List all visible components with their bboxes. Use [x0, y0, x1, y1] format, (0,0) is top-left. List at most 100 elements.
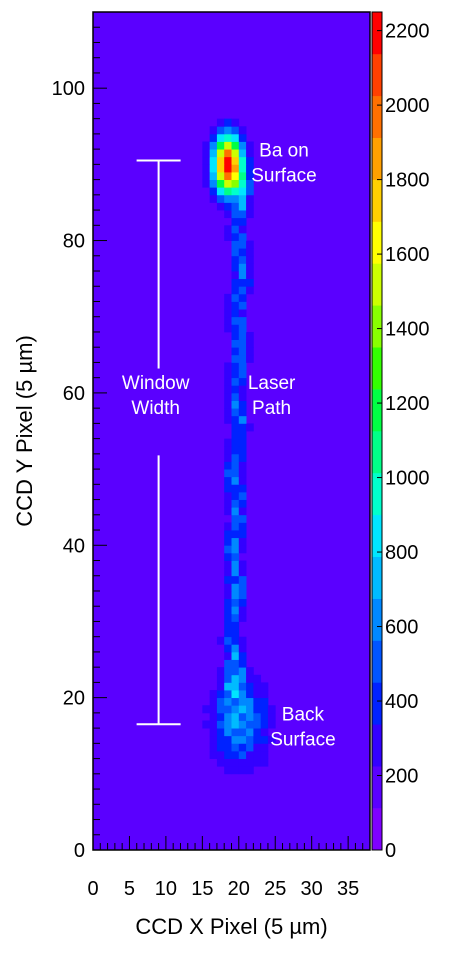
heatmap-cell — [238, 750, 247, 759]
heatmap-cell — [224, 476, 232, 485]
heatmap-cell — [209, 194, 218, 203]
annotation-line: Surface — [270, 729, 335, 750]
heatmap-cell — [231, 202, 240, 211]
heatmap-cell — [238, 149, 247, 158]
y-tick-label: 20 — [63, 688, 85, 710]
colorbar-tick-label: 200 — [385, 766, 418, 788]
colorbar-segment — [372, 514, 382, 557]
heatmap-cell — [238, 720, 247, 729]
colorbar-tick-labels: 0 200 400 600 800 1000 1200 1400 1600 1800 2000 220… — [385, 21, 430, 862]
heatmap-cell — [253, 735, 262, 744]
heatmap-cell — [238, 659, 247, 668]
heatmap-cell — [231, 728, 240, 737]
heatmap-cell — [238, 446, 247, 455]
heatmap-cell — [238, 339, 247, 348]
heatmap-cell — [224, 415, 232, 424]
heatmap-cell — [238, 537, 247, 546]
colorbar-tick-label: 800 — [385, 542, 418, 564]
heatmap-cell — [238, 141, 247, 150]
heatmap-cell — [238, 491, 247, 500]
annotation-label: Back Surface — [270, 704, 335, 750]
heatmap-cell — [231, 690, 240, 699]
colorbar-segment — [372, 556, 382, 599]
heatmap-cell — [216, 118, 225, 127]
heatmap-cell — [238, 476, 247, 485]
heatmap-cell — [224, 164, 232, 173]
colorbar-segment — [372, 95, 382, 138]
heatmap-cell — [246, 758, 254, 767]
heatmap-cell — [238, 507, 247, 516]
heatmap-cell — [231, 210, 240, 219]
heatmap-cell — [246, 720, 254, 729]
heatmap-cell — [231, 271, 240, 280]
heatmap-cell — [238, 232, 247, 241]
heatmap-cell — [238, 126, 247, 135]
annotation-line: Ba on — [259, 141, 309, 162]
heatmap-cell — [238, 385, 247, 394]
heatmap-cell — [231, 408, 240, 417]
heatmap-cell — [224, 491, 232, 500]
heatmap-cell — [231, 537, 240, 546]
heatmap-cell — [231, 126, 240, 135]
heatmap-cell — [238, 484, 247, 493]
heatmap-cell — [224, 202, 232, 211]
heatmap-cell — [231, 232, 240, 241]
heatmap-cell — [224, 370, 232, 379]
heatmap-cell — [224, 301, 232, 310]
heatmap-cell — [231, 377, 240, 386]
heatmap-cell — [224, 225, 232, 234]
heatmap-cell — [231, 293, 240, 302]
heatmap-cell — [224, 735, 232, 744]
heatmap-cell — [246, 194, 254, 203]
heatmap-cell — [224, 697, 232, 706]
heatmap-cell — [216, 171, 225, 180]
heatmap-cell — [231, 476, 240, 485]
heatmap-cell — [238, 712, 247, 721]
heatmap-cell — [224, 583, 232, 592]
heatmap-cell — [260, 743, 269, 752]
heatmap-cell — [238, 156, 247, 165]
heatmap-cell — [202, 720, 211, 729]
heatmap-cell — [224, 530, 232, 539]
heatmap-cell — [246, 347, 254, 356]
annotation-line: Width — [131, 398, 180, 419]
heatmap-cell — [231, 705, 240, 714]
heatmap-cell — [238, 316, 247, 325]
heatmap-cell — [231, 598, 240, 607]
heatmap-cell — [238, 377, 247, 386]
heatmap-cell — [216, 126, 225, 135]
heatmap-cell — [216, 690, 225, 699]
heatmap-cell — [224, 712, 232, 721]
heatmap-cell — [209, 156, 218, 165]
y-axis-title: CCD Y Pixel (5 µm) — [12, 335, 37, 527]
x-tick-label: 15 — [191, 878, 213, 900]
heatmap-cell — [260, 697, 269, 706]
heatmap-cell — [231, 590, 240, 599]
heatmap-cell — [224, 438, 232, 447]
heatmap-cell — [216, 743, 225, 752]
heatmap-cell — [231, 194, 240, 203]
heatmap-cell — [224, 187, 232, 196]
heatmap-cell — [238, 331, 247, 340]
annotation-line: Laser — [248, 373, 296, 394]
heatmap-cell — [238, 293, 247, 302]
heatmap-cell — [231, 758, 240, 767]
heatmap-cell — [202, 179, 211, 188]
heatmap-cell — [224, 156, 232, 165]
heatmap-cell — [238, 202, 247, 211]
heatmap-cell — [231, 179, 240, 188]
heatmap-cell — [246, 171, 254, 180]
heatmap-cell — [253, 682, 262, 691]
heatmap-cell — [209, 179, 218, 188]
heatmap-cell — [231, 240, 240, 249]
heatmap-cell — [231, 697, 240, 706]
heatmap-cell — [231, 309, 240, 318]
heatmap-cell — [238, 301, 247, 310]
heatmap-cell — [238, 728, 247, 737]
heatmap-cell — [260, 690, 269, 699]
heatmap-cell — [246, 255, 254, 264]
heatmap-cell — [224, 149, 232, 158]
plot-area — [93, 12, 370, 850]
heatmap-cell — [238, 705, 247, 714]
x-axis-tick-labels: 0 5 10 15 20 25 30 35 — [87, 878, 359, 900]
